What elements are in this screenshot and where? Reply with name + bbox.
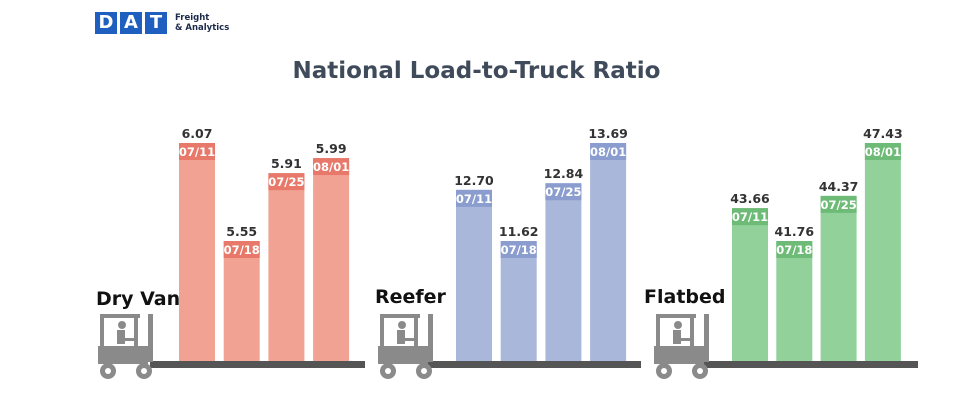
bar-date-label: 07/18: [224, 243, 260, 257]
bar-value-label: 5.55: [226, 224, 257, 239]
bar-date-label: 07/11: [732, 210, 768, 224]
bar-reefer-1: 07/18 11.62: [499, 224, 539, 361]
bar-date-label: 07/25: [820, 198, 856, 212]
bar-reefer-0: 07/11 12.70: [454, 173, 494, 361]
bar-value-label: 41.76: [775, 224, 815, 239]
bar-rect: [179, 143, 215, 361]
forklift-icon: [378, 314, 433, 379]
date-band: [732, 208, 768, 226]
bar-value-label: 13.69: [588, 126, 628, 141]
forklift-platform: [428, 361, 641, 368]
bar-rect: [268, 173, 305, 361]
bar-date-label: 07/18: [501, 243, 537, 257]
forklift-icon: [98, 314, 153, 379]
bar-flatbed-3: 08/01 47.43: [863, 126, 903, 361]
date-band: [500, 241, 537, 258]
bar-value-label: 11.62: [499, 224, 539, 239]
forklift-platform: [150, 361, 365, 368]
bar-date-label: 08/01: [313, 160, 349, 174]
forklift-icon: [654, 314, 709, 379]
bar-rect: [500, 241, 537, 361]
bar-rect: [313, 158, 350, 361]
logo-letter-a: A: [120, 12, 142, 34]
logo-line-1: Freight: [175, 13, 210, 23]
group-reefer: Reefer 07/11 12.70 07/18 11.62 07/25 12.84 08/0…: [375, 126, 641, 379]
bar-date-label: 07/11: [456, 192, 492, 206]
bar-rect: [732, 208, 768, 361]
bar-dry-van-3: 08/01 5.99: [313, 141, 349, 361]
date-band: [223, 241, 260, 258]
logo-tagline: Freight & Analytics: [175, 13, 229, 33]
bar-dry-van-2: 07/25 5.91: [268, 156, 305, 361]
date-band: [776, 241, 813, 258]
bar-rect: [590, 143, 627, 361]
group-label-reefer: Reefer: [375, 286, 447, 308]
bar-date-label: 08/01: [590, 145, 626, 159]
date-band: [179, 143, 215, 160]
bar-rect: [864, 143, 901, 361]
logo-letter-t: T: [145, 12, 167, 34]
bar-dry-van-0: 07/11 6.07: [179, 126, 215, 361]
bar-rect: [545, 183, 582, 361]
bar-rect: [223, 241, 260, 361]
group-label-dry-van: Dry Van: [96, 288, 180, 310]
date-band: [545, 183, 582, 201]
group-flatbed: Flatbed 07/11 43.66 07/18 41.76 07/25 44.37 08/…: [644, 126, 918, 379]
bar-date-label: 07/25: [268, 175, 304, 189]
group-dry-van: Dry Van 07/11 6.07 07/18 5.55 07/25 5.91 08/01 5…: [96, 126, 365, 379]
bar-value-label: 47.43: [863, 126, 903, 141]
forklift-platform: [704, 361, 918, 368]
bar-flatbed-0: 07/11 43.66: [730, 191, 770, 361]
logo-line-2: & Analytics: [175, 23, 230, 33]
bar-flatbed-1: 07/18 41.76: [775, 224, 815, 361]
bar-rect: [776, 241, 813, 361]
bar-date-label: 08/01: [865, 145, 901, 159]
bar-value-label: 6.07: [182, 126, 213, 141]
date-band: [456, 189, 492, 207]
logo-letter-d: D: [95, 12, 117, 34]
bar-value-label: 43.66: [730, 191, 770, 206]
chart-title: National Load-to-Truck Ratio: [292, 58, 661, 84]
bar-rect: [456, 189, 492, 361]
bar-value-label: 12.70: [454, 173, 494, 188]
bar-rect: [820, 195, 857, 361]
bar-flatbed-2: 07/25 44.37: [819, 179, 859, 361]
date-band: [864, 143, 901, 160]
bar-reefer-2: 07/25 12.84: [544, 166, 584, 361]
bar-value-label: 44.37: [819, 179, 859, 194]
bar-dry-van-1: 07/18 5.55: [224, 224, 260, 361]
date-band: [268, 173, 305, 191]
bar-reefer-3: 08/01 13.69: [588, 126, 628, 361]
bar-value-label: 5.91: [271, 156, 302, 171]
date-band: [590, 143, 627, 160]
group-label-flatbed: Flatbed: [644, 286, 725, 308]
bar-date-label: 07/18: [776, 243, 812, 257]
bar-value-label: 12.84: [544, 166, 584, 181]
bar-date-label: 07/25: [545, 185, 581, 199]
date-band: [820, 195, 857, 213]
date-band: [313, 158, 350, 176]
bar-value-label: 5.99: [316, 141, 347, 156]
bar-date-label: 07/11: [179, 145, 215, 159]
